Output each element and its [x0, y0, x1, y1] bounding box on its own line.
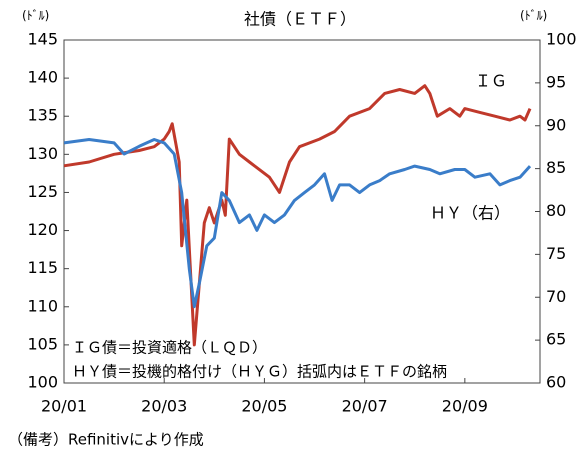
y2-tick-label: 85 [546, 158, 566, 177]
y2-tick-label: 65 [546, 330, 566, 349]
y2-tick-label: 90 [546, 115, 566, 134]
y2-tick-label: 100 [546, 30, 577, 49]
y2-tick-label: 75 [546, 244, 566, 263]
y-tick-label: 115 [27, 258, 58, 277]
y-tick-label: 145 [27, 30, 58, 49]
data-line [63, 84, 532, 347]
x-tick-label: 20/03 [141, 397, 187, 416]
data-line [63, 138, 532, 309]
y2-tick-label: 70 [546, 287, 566, 306]
y-tick-label: 140 [27, 68, 58, 87]
y-tick-label: 100 [27, 373, 58, 392]
y-tick-label: 125 [27, 182, 58, 201]
chart-title: 社債（ＥＴＦ） [244, 10, 356, 29]
y2-unit: (ﾄﾞﾙ) [520, 9, 547, 23]
footnote: （備考）Refinitivにより作成 [8, 431, 204, 449]
y-tick-label: 110 [27, 296, 58, 315]
y2-tick-label: 60 [546, 373, 566, 392]
annotation: ＩＧ [475, 72, 507, 91]
y2-tick-label: 80 [546, 201, 566, 220]
y-tick-label: 120 [27, 220, 58, 239]
y2-tick-label: 95 [546, 72, 566, 91]
x-tick-label: 20/05 [241, 397, 287, 416]
y-tick-label: 130 [27, 144, 58, 163]
annotation: ＩＧ債＝投資適格（ＬＱＤ） [72, 339, 267, 357]
y-tick-label: 105 [27, 334, 58, 353]
x-tick-label: 20/09 [442, 397, 488, 416]
annotation: ＨＹ債＝投機的格付け（ＨＹＧ）括弧内はＥＴＦの銘柄 [72, 363, 447, 381]
x-tick-label: 20/01 [41, 397, 87, 416]
y-tick-label: 135 [27, 106, 58, 125]
x-tick-label: 20/07 [342, 397, 388, 416]
annotation: ＨＹ（右） [430, 204, 510, 223]
y-unit: (ﾄﾞﾙ) [22, 9, 49, 23]
